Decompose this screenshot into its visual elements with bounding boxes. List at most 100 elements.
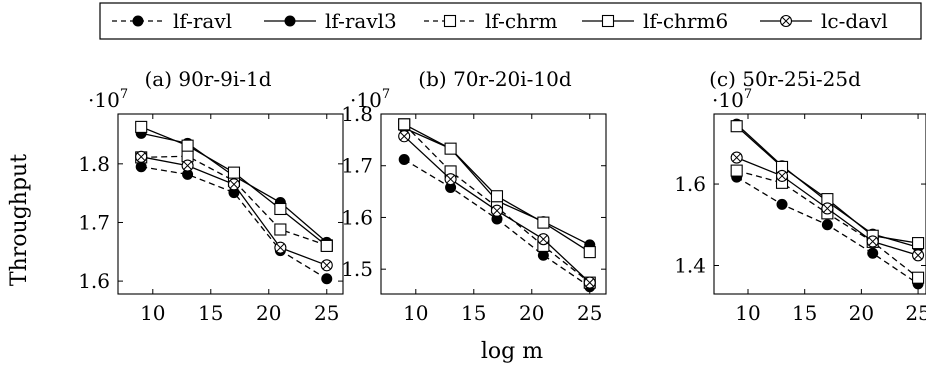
- legend-marker-lc-davl: [779, 14, 793, 28]
- y-tick-label-b-0: 1.5: [341, 257, 373, 281]
- point-a-lc-davl-17-cross-b: [229, 180, 239, 189]
- x-tick-label-b-25: 25: [577, 301, 602, 325]
- point-c-lc-davl-21-cross-b: [868, 237, 877, 246]
- panel-c: (c) 50r-25i-25d ·107 10 15 20 25 1.4 1.6: [674, 67, 926, 325]
- point-c-lc-davl-21: [866, 235, 879, 248]
- point-c-lf-ravl-17: [821, 219, 833, 231]
- legend-label-lf-chrm: lf-chrm: [485, 9, 557, 33]
- legend-entry-lf-ravl: lf-ravl: [112, 9, 232, 33]
- point-a-lf-chrm-21: [274, 223, 287, 236]
- point-a-lf-chrm6-25: [320, 239, 333, 252]
- point-b-lc-davl-9: [398, 130, 411, 143]
- legend-entry-lf-chrm6: lf-chrm6: [582, 9, 728, 33]
- x-tick-label-b-15: 15: [461, 301, 486, 325]
- x-tick-label-a-10: 10: [140, 301, 165, 325]
- panel-a-frame: [117, 113, 344, 295]
- x-tick-label-c-25: 25: [905, 301, 926, 325]
- point-b-lf-chrm6-25: [583, 246, 596, 259]
- panel-a-multiplier: ·107: [88, 87, 128, 112]
- point-c-lc-davl-9: [730, 151, 743, 164]
- y-axis-label: Throughput: [7, 154, 32, 286]
- point-a-lf-chrm6-17: [227, 166, 241, 179]
- x-tick-label-c-20: 20: [849, 301, 874, 325]
- panel-a-data: [135, 120, 333, 285]
- legend-entry-lf-ravl3: lf-ravl3: [264, 9, 397, 33]
- panel-c-data: [730, 118, 925, 290]
- point-b-lf-chrm6-13: [444, 142, 457, 155]
- point-a-lc-davl-13: [181, 159, 194, 172]
- point-a-lf-chrm6-13: [181, 139, 194, 152]
- x-tick-label-b-10: 10: [403, 301, 428, 325]
- x-tick-label-a-20: 20: [256, 301, 281, 325]
- point-c-lf-ravl-21: [867, 247, 879, 259]
- point-c-lc-davl-13-cross-b: [777, 171, 787, 181]
- legend-label-lf-chrm6: lf-chrm6: [643, 9, 728, 33]
- point-b-lc-davl-9-cross-b: [399, 131, 409, 141]
- point-b-lc-davl-21-cross-b: [539, 234, 548, 244]
- y-tick-label-c-0: 1.4: [674, 253, 706, 277]
- legend-marker-lf-ravl3: [284, 15, 296, 27]
- point-c-lf-chrm-25: [912, 271, 925, 284]
- x-tick-label-a-25: 25: [314, 301, 339, 325]
- x-tick-label-c-15: 15: [792, 301, 817, 325]
- x-tick-label-c-10: 10: [735, 301, 760, 325]
- point-b-lf-ravl-9: [398, 154, 410, 166]
- legend-marker-lf-chrm6: [601, 14, 615, 28]
- panel-b-frame: [380, 113, 607, 295]
- point-b-lc-davl-25-cross-b: [585, 278, 595, 287]
- series-line-b-lf-chrm6: [403, 123, 591, 253]
- panel-c-multiplier: ·107: [712, 87, 752, 112]
- legend-label-lc-davl: lc-davl: [821, 9, 888, 33]
- point-b-lf-chrm6-17: [490, 190, 504, 203]
- y-tick-label-c-1: 1.6: [674, 172, 706, 196]
- point-a-lc-davl-13-cross-b: [183, 161, 192, 170]
- point-a-lc-davl-25: [320, 259, 333, 272]
- legend-label-lf-ravl3: lf-ravl3: [325, 9, 397, 33]
- legend-entry-lf-chrm: lf-chrm: [424, 9, 557, 33]
- panel-a: (a) 90r-9i-1d ·107 10 15 20 25 1.6 1.7 1.8: [78, 67, 344, 325]
- y-tick-label-b-2: 1.7: [341, 154, 373, 178]
- panel-b-title: (b) 70r-20i-10d: [418, 67, 572, 91]
- y-tick-label-a-2: 1.8: [78, 152, 110, 176]
- x-tick-label-b-20: 20: [519, 301, 544, 325]
- panel-a-title: (a) 90r-9i-1d: [144, 67, 271, 91]
- point-a-lf-chrm6-21: [274, 202, 287, 216]
- x-tick-label-a-15: 15: [198, 301, 223, 325]
- panel-b-data: [398, 118, 596, 293]
- point-a-lc-davl-25-cross-b: [322, 261, 332, 270]
- x-axis-label: log m: [481, 339, 543, 364]
- point-a-lc-davl-21-cross-b: [276, 243, 285, 252]
- y-tick-label-a-1: 1.7: [78, 210, 110, 234]
- point-b-lf-chrm6-9: [398, 118, 411, 131]
- point-b-lc-davl-13-cross-b: [446, 174, 455, 184]
- legend-frame: [99, 2, 922, 40]
- panel-c-title: (c) 50r-25i-25d: [709, 67, 861, 91]
- legend-marker-lc-davl-cross-b: [781, 16, 791, 26]
- point-a-lc-davl-9-cross-b: [136, 152, 146, 162]
- point-c-lc-davl-13: [775, 169, 789, 182]
- point-b-lc-davl-21: [537, 233, 550, 246]
- point-b-lc-davl-13: [444, 173, 457, 186]
- point-c-lc-davl-25: [912, 249, 925, 262]
- point-a-lc-davl-21: [274, 241, 287, 254]
- legend-label-lf-ravl: lf-ravl: [173, 9, 232, 33]
- legend-marker-lf-ravl: [132, 15, 144, 27]
- point-c-lf-chrm-9: [730, 164, 743, 177]
- point-c-lf-chrm6-9: [730, 120, 743, 133]
- legend-marker-lf-chrm: [443, 14, 457, 28]
- point-b-lf-chrm6-21: [537, 216, 550, 229]
- point-c-lf-ravl-13: [776, 198, 788, 210]
- panel-c-frame: [713, 113, 926, 295]
- legend-entry-lc-davl: lc-davl: [760, 9, 888, 33]
- series-line-b-lf-ravl3: [403, 127, 591, 246]
- panel-b: (b) 70r-20i-10d ·107 10 15 20 251.51.61.71.…: [341, 67, 607, 325]
- point-b-lc-davl-25: [583, 276, 596, 289]
- point-b-lc-davl-17: [490, 204, 504, 217]
- point-c-lc-davl-9-cross-b: [732, 153, 741, 162]
- series-line-a-lf-chrm: [141, 155, 328, 246]
- y-tick-label-b-3: 1.8: [341, 102, 373, 126]
- point-c-lf-chrm6-25: [912, 237, 925, 250]
- point-a-lc-davl-9: [135, 150, 148, 163]
- point-c-lc-davl-17: [821, 202, 834, 215]
